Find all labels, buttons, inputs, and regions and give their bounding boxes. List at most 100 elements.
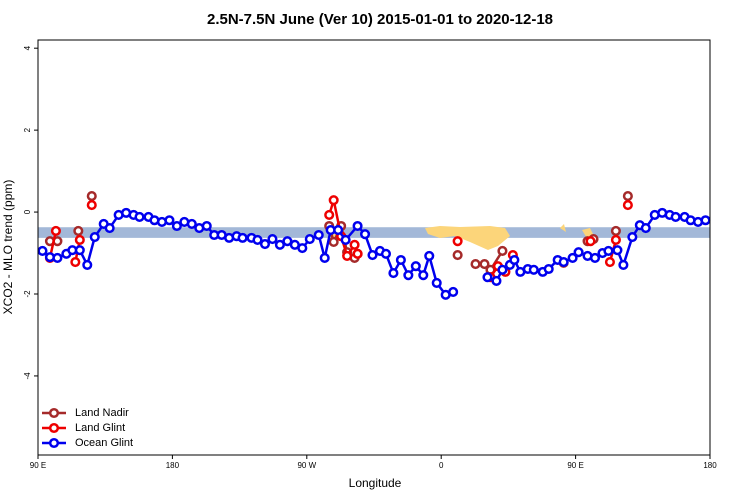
point — [52, 236, 63, 247]
point — [267, 234, 278, 245]
point — [448, 286, 459, 297]
point — [134, 211, 145, 223]
band-layer — [38, 227, 710, 238]
point — [328, 236, 339, 248]
y-axis-label: XCO2 - MLO trend (ppm) — [1, 180, 15, 315]
point — [319, 252, 330, 263]
point — [259, 238, 271, 250]
point — [89, 232, 100, 243]
point — [622, 200, 633, 211]
point — [328, 195, 339, 206]
point — [313, 229, 324, 241]
plot-frame — [37, 39, 711, 456]
legend-marker — [48, 422, 60, 434]
y-tick-label: -4 — [23, 372, 32, 380]
point — [604, 256, 615, 268]
y-tick-label: 0 — [23, 209, 32, 214]
point — [37, 245, 48, 257]
point — [73, 225, 84, 236]
point — [70, 256, 81, 268]
point — [395, 254, 406, 266]
x-tick-label: 180 — [166, 461, 180, 470]
point — [567, 252, 578, 263]
point — [297, 243, 308, 254]
point — [252, 234, 263, 245]
point — [410, 261, 421, 272]
point — [74, 234, 85, 245]
legend-marker — [48, 437, 60, 449]
point — [603, 245, 614, 257]
point — [482, 272, 493, 283]
x-tick-label: 90 E — [567, 461, 583, 470]
point — [622, 191, 633, 202]
point — [700, 215, 711, 226]
yellow-region — [425, 226, 510, 250]
point — [452, 250, 463, 261]
legend-marker — [48, 407, 60, 419]
point — [282, 236, 293, 247]
point — [274, 239, 285, 250]
point — [342, 250, 353, 261]
point — [352, 248, 363, 259]
point — [340, 234, 351, 245]
point — [670, 211, 681, 223]
point — [612, 245, 623, 256]
point — [528, 264, 539, 275]
point — [74, 245, 85, 256]
point — [186, 218, 197, 229]
point — [585, 236, 596, 247]
x-tick-label: 90 W — [297, 461, 316, 470]
legend-label: Land Glint — [75, 422, 125, 434]
reference-band — [38, 227, 710, 238]
y-tick-label: 2 — [23, 127, 32, 132]
point — [171, 220, 182, 232]
point — [509, 254, 520, 266]
x-tick-label: 0 — [439, 461, 444, 470]
point — [52, 252, 63, 263]
point — [380, 248, 391, 259]
point — [543, 263, 554, 275]
point — [610, 225, 621, 236]
point — [104, 222, 115, 234]
point — [470, 259, 481, 270]
point — [367, 250, 378, 261]
point — [558, 256, 569, 268]
point — [86, 200, 97, 211]
point — [333, 225, 344, 236]
point — [359, 229, 371, 240]
point — [573, 247, 584, 258]
point — [388, 268, 399, 279]
point — [403, 270, 414, 281]
point — [237, 232, 248, 243]
point — [452, 236, 463, 247]
legend-label: Land Nadir — [75, 407, 129, 419]
point — [324, 209, 335, 220]
point — [164, 215, 175, 226]
yellow-region — [560, 224, 566, 232]
point — [491, 275, 502, 286]
x-tick-label: 90 E — [30, 461, 46, 470]
point — [352, 220, 363, 232]
point — [86, 191, 97, 202]
point — [589, 252, 601, 263]
point — [497, 264, 508, 275]
point — [50, 225, 61, 236]
point — [627, 232, 638, 243]
point — [431, 277, 442, 288]
point — [618, 259, 629, 270]
y-tick-label: -2 — [23, 290, 32, 298]
point — [640, 222, 651, 234]
point — [424, 250, 435, 261]
point — [479, 259, 490, 270]
chart-title: 2.5N-7.5N June (Ver 10) 2015-01-01 to 20… — [207, 11, 553, 28]
point — [349, 239, 360, 250]
point — [497, 245, 508, 257]
point — [201, 220, 212, 232]
legend-label: Ocean Glint — [75, 437, 133, 449]
y-tick-label: 4 — [23, 45, 32, 50]
point — [304, 234, 315, 245]
x-tick-label: 180 — [703, 461, 717, 470]
point — [610, 234, 621, 245]
x-axis-label: Longitude — [349, 476, 402, 490]
point — [418, 270, 429, 281]
